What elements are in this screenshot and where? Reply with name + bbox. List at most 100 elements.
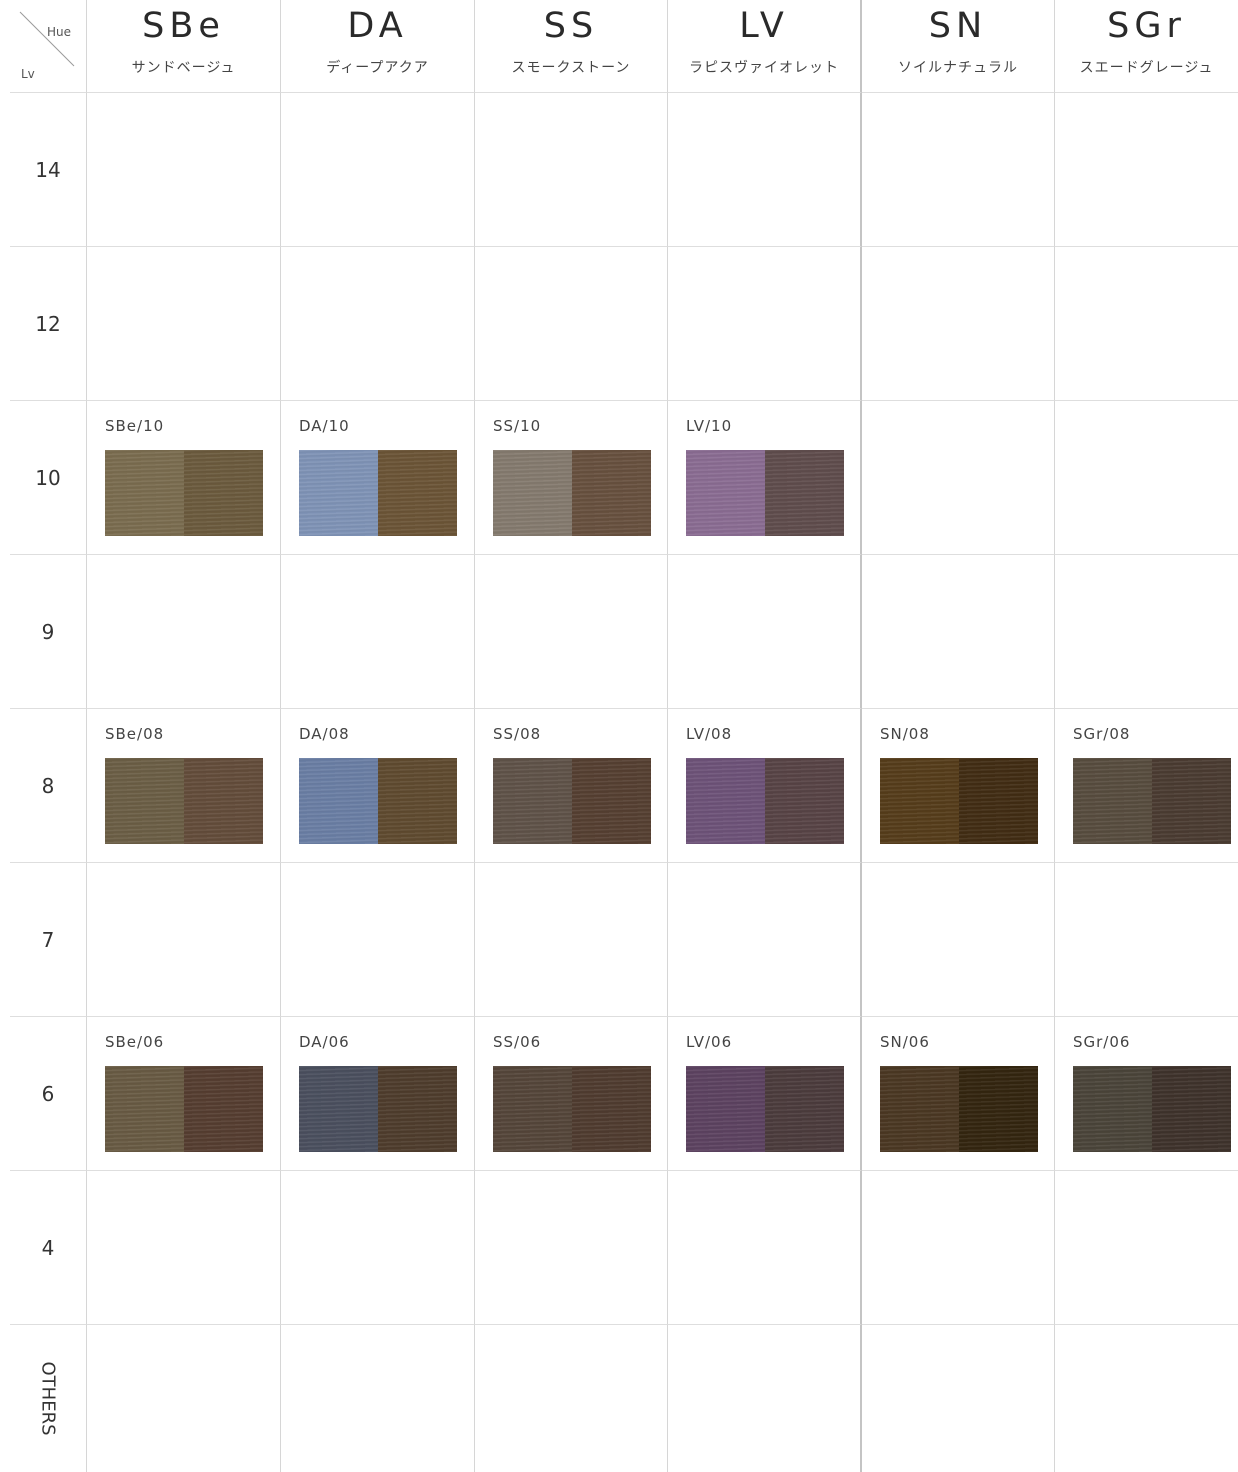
color-swatch[interactable] (493, 450, 651, 536)
color-swatch[interactable] (686, 758, 844, 844)
color-swatch[interactable] (299, 450, 457, 536)
grid-cell (668, 555, 862, 709)
color-swatch[interactable] (299, 1066, 457, 1152)
hue-name: ソイルナチュラル (898, 60, 1018, 76)
color-swatch[interactable] (105, 450, 263, 536)
color-swatch[interactable] (686, 450, 844, 536)
swatch-color-dark (1152, 758, 1231, 844)
swatch-cell-lv-10[interactable]: LV/10 (668, 401, 862, 555)
swatch-cell-da-06[interactable]: DA/06 (281, 1017, 475, 1171)
hue-name: サンドベージュ (131, 60, 236, 76)
swatch-label: LV/06 (686, 1033, 733, 1051)
level-text: 10 (35, 465, 61, 490)
hue-label: Hue (46, 25, 71, 39)
swatch-label: LV/10 (686, 417, 733, 435)
grid-cell (87, 93, 281, 247)
grid-cell (281, 1325, 475, 1472)
swatch-label: SS/08 (493, 725, 542, 743)
swatch-color-light (686, 450, 765, 536)
grid-cell (668, 863, 862, 1017)
grid-cell (475, 1325, 668, 1472)
color-swatch[interactable] (105, 758, 263, 844)
hue-name: スモークストーン (511, 60, 631, 76)
color-swatch[interactable] (299, 758, 457, 844)
swatch-color-dark (572, 1066, 651, 1152)
corner-cell: Hue Lv (10, 0, 87, 93)
level-label-others: OTHERS (10, 1325, 87, 1472)
level-label-4: 4 (10, 1171, 87, 1325)
swatch-color-light (1073, 1066, 1152, 1152)
swatch-color-light (1073, 758, 1152, 844)
diagonal-line (19, 11, 75, 67)
grid-cell (281, 1171, 475, 1325)
grid-cell (668, 1171, 862, 1325)
swatch-color-dark (184, 1066, 263, 1152)
swatch-color-dark (184, 758, 263, 844)
swatch-label: DA/08 (299, 725, 350, 743)
color-swatch[interactable] (880, 1066, 1038, 1152)
grid-cell (862, 863, 1055, 1017)
hue-header-da: DA ディープアクア (281, 0, 475, 93)
swatch-cell-da-10[interactable]: DA/10 (281, 401, 475, 555)
hue-header-sn: SN ソイルナチュラル (862, 0, 1055, 93)
hue-code: SN (928, 6, 988, 46)
grid-cell (668, 247, 862, 401)
color-swatch[interactable] (493, 758, 651, 844)
color-swatch[interactable] (493, 1066, 651, 1152)
swatch-label: SGr/08 (1073, 725, 1131, 743)
swatch-color-light (105, 1066, 184, 1152)
swatch-cell-sn-08[interactable]: SN/08 (862, 709, 1055, 863)
swatch-color-dark (572, 758, 651, 844)
swatch-label: SBe/06 (105, 1033, 165, 1051)
swatch-cell-ss-10[interactable]: SS/10 (475, 401, 668, 555)
color-swatch[interactable] (1073, 758, 1231, 844)
swatch-label: SS/10 (493, 417, 542, 435)
hue-header-sgr: SGr スエードグレージュ (1055, 0, 1238, 93)
swatch-cell-da-08[interactable]: DA/08 (281, 709, 475, 863)
grid-cell (862, 1325, 1055, 1472)
swatch-color-light (686, 758, 765, 844)
hue-name: ラピスヴァイオレット (689, 60, 839, 76)
swatch-cell-sgr-08[interactable]: SGr/08 (1055, 709, 1238, 863)
swatch-label: DA/06 (299, 1033, 350, 1051)
swatch-color-light (493, 758, 572, 844)
level-text: 14 (35, 157, 61, 182)
swatch-cell-ss-06[interactable]: SS/06 (475, 1017, 668, 1171)
swatch-cell-ss-08[interactable]: SS/08 (475, 709, 668, 863)
color-swatch[interactable] (1073, 1066, 1231, 1152)
level-label-6: 6 (10, 1017, 87, 1171)
level-text: 12 (35, 311, 61, 336)
swatch-cell-lv-08[interactable]: LV/08 (668, 709, 862, 863)
color-swatch[interactable] (105, 1066, 263, 1152)
grid-cell (1055, 247, 1238, 401)
swatch-color-dark (1152, 1066, 1231, 1152)
swatch-color-dark (572, 450, 651, 536)
swatch-cell-sbe-10[interactable]: SBe/10 (87, 401, 281, 555)
grid-cell (87, 247, 281, 401)
swatch-label: SN/06 (880, 1033, 930, 1051)
swatch-label: SBe/08 (105, 725, 165, 743)
hue-header-lv: LV ラピスヴァイオレット (668, 0, 862, 93)
swatch-color-light (880, 1066, 959, 1152)
color-swatch[interactable] (880, 758, 1038, 844)
hue-code: SGr (1107, 6, 1186, 46)
color-swatch[interactable] (686, 1066, 844, 1152)
grid-cell (668, 1325, 862, 1472)
swatch-label: SBe/10 (105, 417, 165, 435)
hue-code: SBe (142, 6, 225, 46)
grid-cell (862, 247, 1055, 401)
level-text: 7 (41, 927, 55, 952)
grid-cell (87, 1325, 281, 1472)
hue-header-sbe: SBe サンドベージュ (87, 0, 281, 93)
swatch-color-light (880, 758, 959, 844)
swatch-color-light (105, 450, 184, 536)
swatch-cell-lv-06[interactable]: LV/06 (668, 1017, 862, 1171)
swatch-cell-sn-06[interactable]: SN/06 (862, 1017, 1055, 1171)
level-label-14: 14 (10, 93, 87, 247)
swatch-color-light (299, 1066, 378, 1152)
swatch-cell-sbe-06[interactable]: SBe/06 (87, 1017, 281, 1171)
swatch-cell-sgr-06[interactable]: SGr/06 (1055, 1017, 1238, 1171)
level-label-7: 7 (10, 863, 87, 1017)
swatch-cell-sbe-08[interactable]: SBe/08 (87, 709, 281, 863)
swatch-color-dark (959, 758, 1038, 844)
